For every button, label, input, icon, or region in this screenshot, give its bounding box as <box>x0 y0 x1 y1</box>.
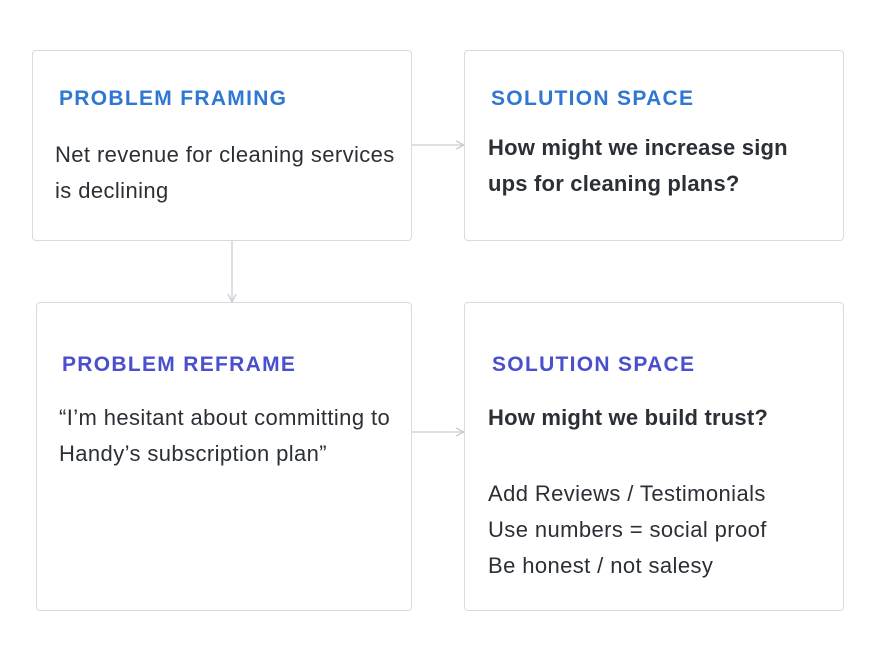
problem-reframe-card: PROBLEM REFRAME “I’m hesitant about comm… <box>36 302 412 611</box>
solution-space-question-2: How might we build trust? <box>488 405 768 430</box>
solution-space-card-2: SOLUTION SPACE How might we build trust?… <box>464 302 844 611</box>
solution-space-heading-1: SOLUTION SPACE <box>491 87 695 110</box>
problem-framing-card: PROBLEM FRAMING Net revenue for cleaning… <box>32 50 412 241</box>
problem-reframe-quote: “I’m hesitant about committing to Handy’… <box>59 405 391 466</box>
solution-space-question-1: How might we increase sign ups for clean… <box>488 135 788 196</box>
solution-ideas-list: Add Reviews / Testimonials Use numbers =… <box>488 476 829 584</box>
solution-space-heading-2: SOLUTION SPACE <box>492 353 696 376</box>
problem-framing-text: Net revenue for cleaning services is dec… <box>55 142 395 203</box>
solution-space-card-1: SOLUTION SPACE How might we increase sig… <box>464 50 844 241</box>
problem-reframe-heading: PROBLEM REFRAME <box>62 353 297 376</box>
solution-idea: Use numbers = social proof <box>488 517 767 542</box>
solution-idea: Be honest / not salesy <box>488 553 714 578</box>
problem-framing-heading: PROBLEM FRAMING <box>59 87 288 110</box>
solution-idea: Add Reviews / Testimonials <box>488 481 766 506</box>
